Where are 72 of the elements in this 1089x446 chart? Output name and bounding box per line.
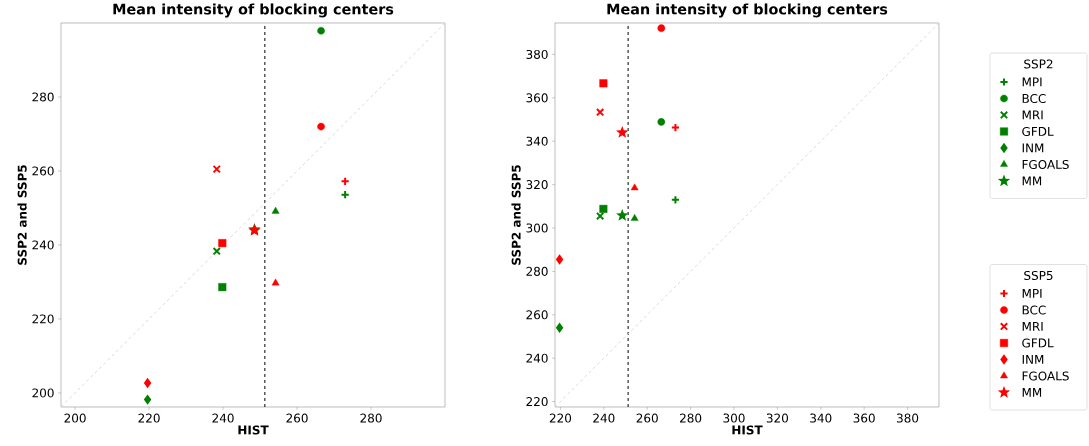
x-tick-label: 380 xyxy=(897,413,919,423)
point xyxy=(212,164,221,174)
legend-label: INM xyxy=(1022,355,1044,364)
legend-label: FGOALS xyxy=(1022,371,1069,381)
x-tick-label: 280 xyxy=(360,413,382,423)
legend-label: FGOALS xyxy=(1022,159,1069,170)
point xyxy=(616,208,629,221)
point xyxy=(218,283,227,292)
x-tick-label: 240 xyxy=(593,413,615,423)
point xyxy=(599,79,608,88)
x-tick-label: 300 xyxy=(723,413,745,423)
point xyxy=(630,214,639,221)
point xyxy=(616,126,629,138)
y-tick-label: 240 xyxy=(32,240,54,250)
y-tick-label: 380 xyxy=(526,49,548,59)
text: SSP5 xyxy=(1024,270,1053,281)
point xyxy=(218,239,227,248)
y-tick-label: 240 xyxy=(526,353,548,363)
y-tick-label: 200 xyxy=(32,388,54,398)
point xyxy=(630,183,639,191)
y-tick-label: 260 xyxy=(32,166,54,176)
point xyxy=(657,24,666,32)
point xyxy=(317,122,325,131)
point xyxy=(317,26,325,35)
legend-label: MPI xyxy=(1022,289,1042,298)
point xyxy=(555,322,564,333)
x-tick-label: 240 xyxy=(212,413,234,423)
legend-label: MRI xyxy=(1022,110,1043,120)
x-tick-label: 220 xyxy=(549,413,572,423)
x-axis-title: HIST xyxy=(732,425,763,435)
x-tick-label: 220 xyxy=(138,413,160,423)
point xyxy=(595,107,605,117)
x-axis-title: HIST xyxy=(238,425,269,435)
y-tick-label: 220 xyxy=(526,397,548,407)
legend-label: GFDL xyxy=(1022,126,1054,137)
y-axis-title: SSP2 and SSP5 xyxy=(17,165,27,265)
point xyxy=(271,278,280,286)
legend-label: MRI xyxy=(1022,322,1043,331)
y-tick-label: 360 xyxy=(526,93,548,103)
point xyxy=(555,254,564,265)
point xyxy=(657,118,666,126)
chart-title: Mean intensity of blocking centers xyxy=(113,3,394,18)
y-tick-label: 340 xyxy=(526,136,548,146)
y-tick-label: 280 xyxy=(32,92,54,102)
legend-label: BCC xyxy=(1022,305,1046,315)
x-tick-label: 200 xyxy=(64,413,86,423)
legend-label: INM xyxy=(1022,143,1044,153)
legend-label: BCC xyxy=(1022,93,1046,104)
legend-label: GFDL xyxy=(1022,338,1054,348)
point xyxy=(271,206,280,214)
x-tick-label: 280 xyxy=(680,413,702,423)
point xyxy=(599,204,608,213)
x-tick-label: 360 xyxy=(853,413,875,423)
y-tick-label: 320 xyxy=(526,180,548,190)
point xyxy=(143,394,152,405)
y-tick-label: 280 xyxy=(526,266,548,276)
legend-label: MM xyxy=(1022,176,1042,186)
point xyxy=(212,247,221,256)
chart-title: Mean intensity of blocking centers xyxy=(607,3,888,18)
legend-label: MPI xyxy=(1022,77,1042,87)
point xyxy=(143,377,152,389)
legend-label: MM xyxy=(1022,388,1042,397)
x-tick-label: 260 xyxy=(286,413,308,423)
y-tick-label: 260 xyxy=(526,310,548,320)
y-axis-title: SSP2 and SSP5 xyxy=(511,165,521,265)
x-tick-label: 340 xyxy=(810,413,832,423)
y-tick-label: 220 xyxy=(32,314,54,324)
x-tick-label: 320 xyxy=(766,413,789,423)
x-tick-label: 260 xyxy=(636,413,658,423)
point xyxy=(595,211,605,221)
y-tick-label: 300 xyxy=(526,223,548,233)
text: SSP2 xyxy=(1024,59,1053,69)
